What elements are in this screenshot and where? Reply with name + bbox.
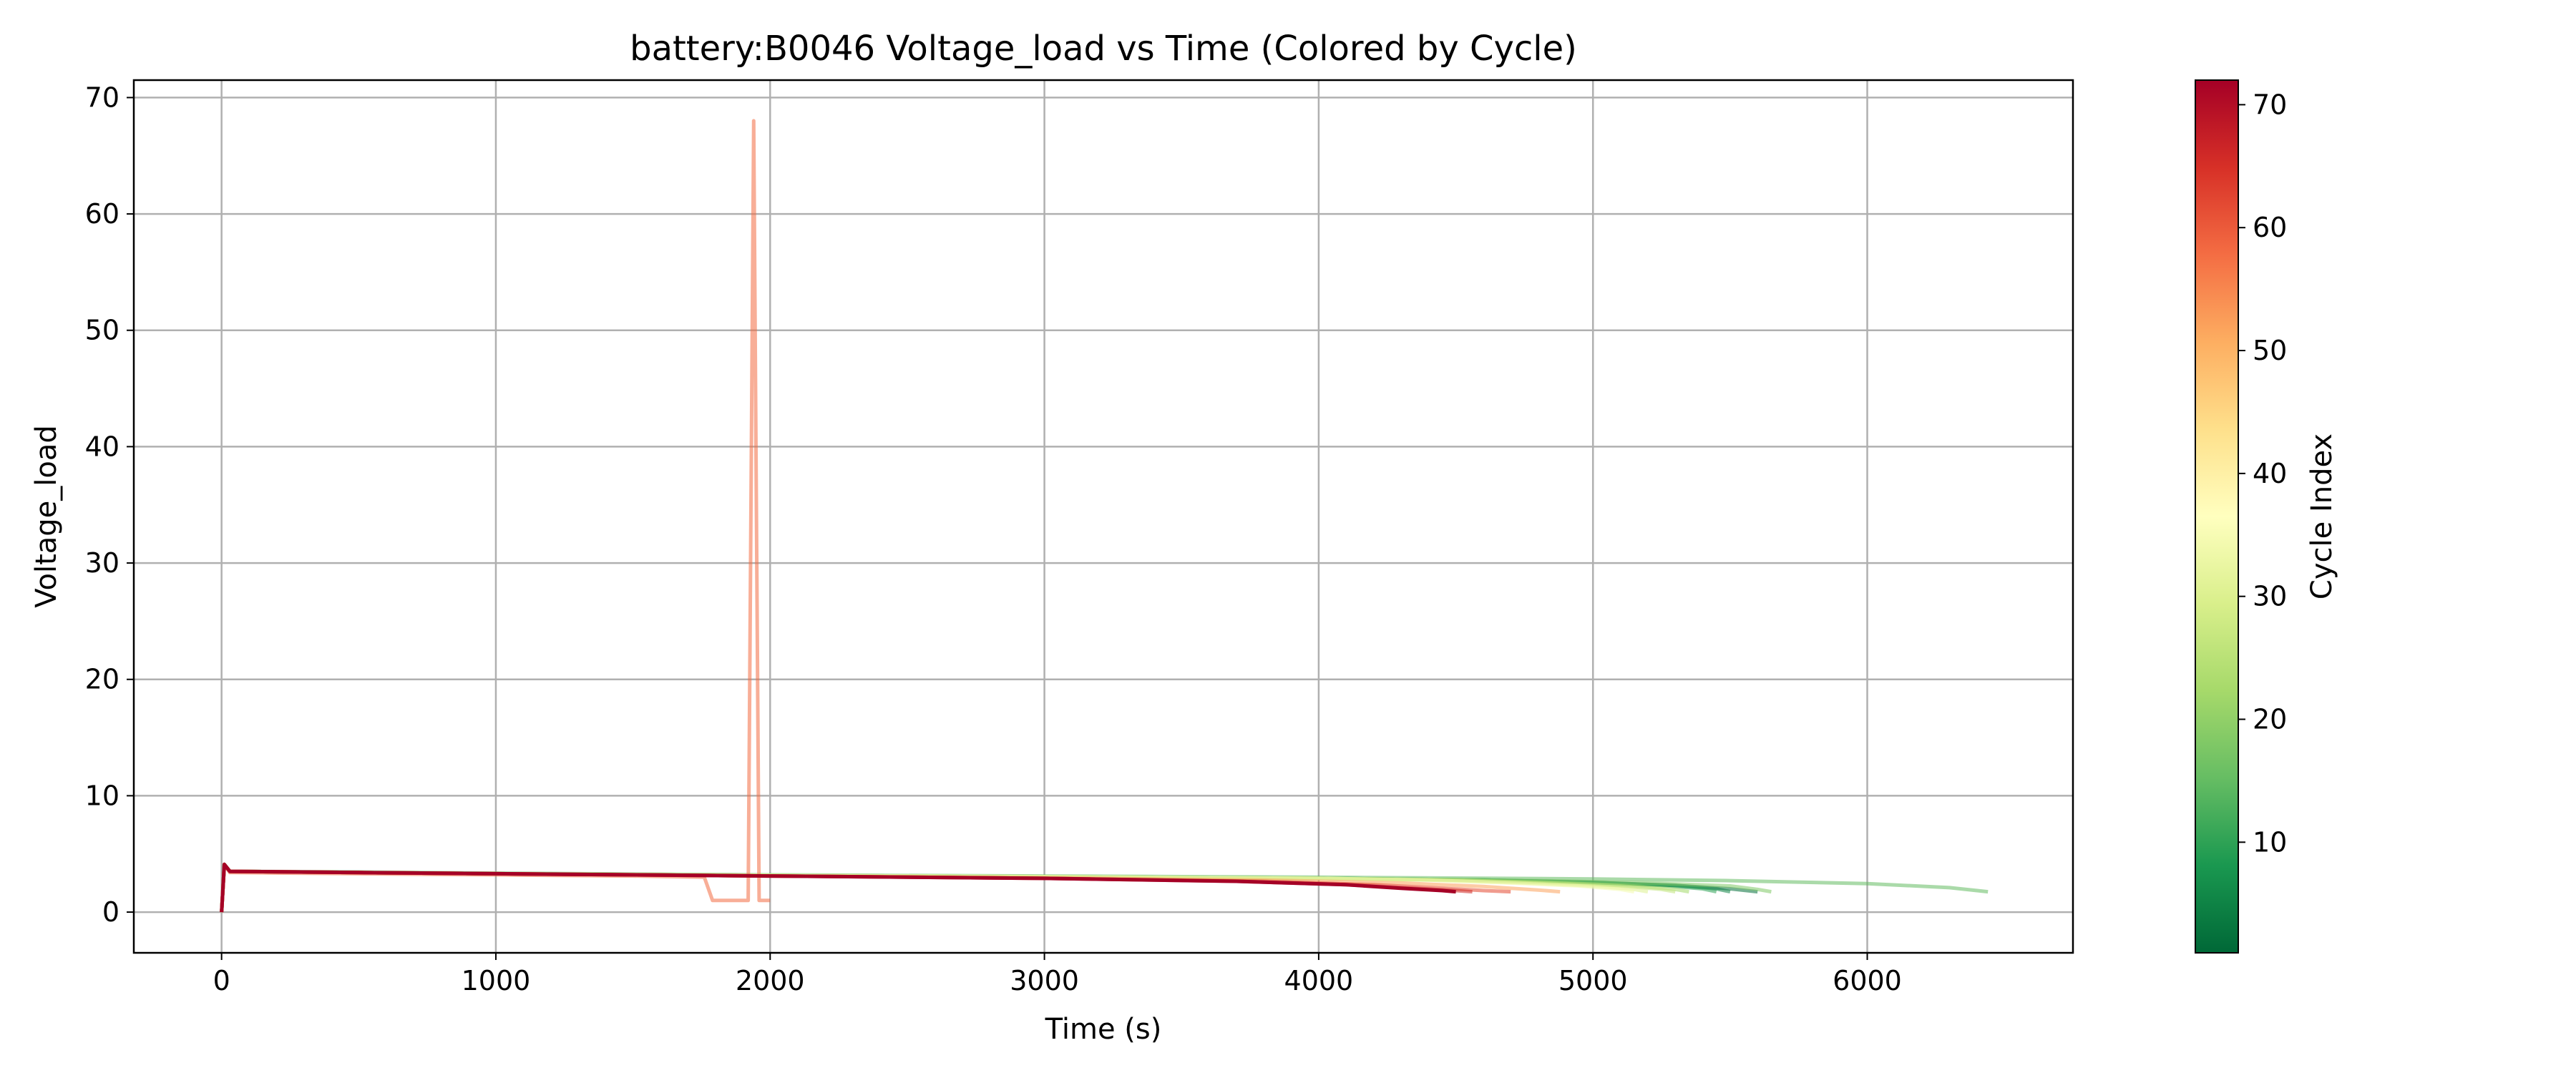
colorbar bbox=[2195, 79, 2239, 954]
x-tick-label: 6000 bbox=[1833, 965, 1902, 996]
series-layer bbox=[220, 119, 1989, 913]
y-tick-label: 0 bbox=[102, 896, 119, 928]
y-tick-label: 10 bbox=[85, 780, 119, 811]
plot-frame bbox=[132, 79, 2074, 954]
colorbar-ticks: 10 20 30 40 50 60 70 bbox=[2238, 89, 2287, 858]
x-tick-label: 5000 bbox=[1558, 965, 1628, 996]
colorbar-tick-label: 70 bbox=[2253, 89, 2287, 120]
y-tick-label: 30 bbox=[85, 547, 119, 579]
x-axis-label: Time (s) bbox=[1045, 1013, 1162, 1046]
y-tick-label: 40 bbox=[85, 431, 119, 462]
y-tick-label: 60 bbox=[85, 198, 119, 230]
colorbar-tick-label: 60 bbox=[2253, 212, 2287, 243]
colorbar-label: Cycle Index bbox=[2306, 433, 2338, 599]
colorbar-tick-label: 40 bbox=[2253, 458, 2287, 489]
colorbar-tick-label: 20 bbox=[2253, 704, 2287, 735]
x-tick-label: 2000 bbox=[736, 965, 805, 996]
chart-title: battery:B0046 Voltage_load vs Time (Colo… bbox=[630, 29, 1577, 69]
colorbar-tick-label: 50 bbox=[2253, 335, 2287, 366]
grid-lines bbox=[134, 80, 2073, 953]
x-axis-ticks: 0 1000 2000 3000 4000 5000 6000 bbox=[213, 953, 1902, 996]
y-axis-ticks: 0 10 20 30 40 50 60 70 bbox=[85, 82, 134, 928]
y-axis-label: Voltage_load bbox=[30, 425, 63, 608]
x-tick-label: 1000 bbox=[462, 965, 531, 996]
series-line-cycle-72 bbox=[220, 862, 1456, 913]
plot-background bbox=[134, 80, 2073, 953]
x-tick-label: 0 bbox=[213, 965, 230, 996]
y-tick-label: 20 bbox=[85, 664, 119, 695]
colorbar-tick-label: 10 bbox=[2253, 826, 2287, 858]
x-tick-label: 3000 bbox=[1010, 965, 1079, 996]
y-tick-label: 70 bbox=[85, 82, 119, 113]
x-tick-label: 4000 bbox=[1284, 965, 1354, 996]
colorbar-tick-label: 30 bbox=[2253, 581, 2287, 612]
y-tick-label: 50 bbox=[85, 315, 119, 346]
